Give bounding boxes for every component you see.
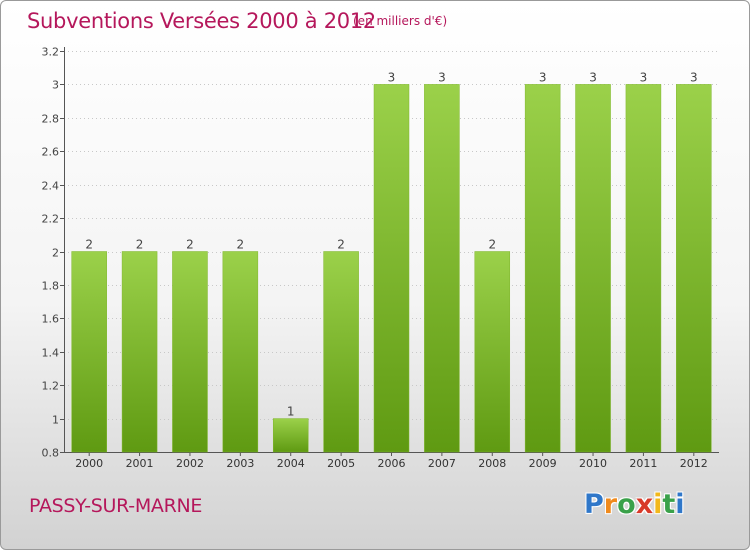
bar-value-label: 2 bbox=[337, 238, 345, 252]
bar bbox=[172, 251, 208, 453]
bar-value-label: 2 bbox=[136, 238, 144, 252]
y-tick-label: 1 bbox=[52, 414, 59, 427]
bar bbox=[222, 251, 259, 453]
logo-letter: r bbox=[603, 489, 618, 520]
bar-value-label: 1 bbox=[287, 405, 295, 419]
bar bbox=[71, 251, 107, 453]
bar bbox=[524, 84, 561, 453]
x-tick-label: 2007 bbox=[428, 457, 456, 470]
logo-letter: P bbox=[584, 489, 604, 520]
bar-value-label: 2 bbox=[186, 238, 194, 252]
y-tick-label: 1.6 bbox=[42, 313, 60, 326]
bar bbox=[575, 84, 611, 453]
bar bbox=[424, 84, 460, 453]
commune-name: PASSY-SUR-MARNE bbox=[29, 495, 203, 517]
y-tick-label: 3 bbox=[52, 79, 59, 92]
chart-title: Subventions Versées 2000 à 2012 bbox=[27, 9, 376, 33]
y-tick-label: 2.8 bbox=[42, 113, 60, 126]
x-tick-label: 2010 bbox=[579, 457, 607, 470]
logo-letter: i bbox=[653, 489, 663, 520]
bar-value-label: 2 bbox=[488, 238, 496, 252]
bar-value-label: 3 bbox=[539, 70, 547, 84]
bar-value-label: 3 bbox=[640, 70, 648, 84]
y-tick-label: 1.2 bbox=[42, 380, 60, 393]
bar bbox=[676, 84, 712, 453]
x-tick-label: 2011 bbox=[629, 457, 657, 470]
logo-letter: t bbox=[662, 489, 676, 520]
proxiti-logo: Proxiti bbox=[584, 489, 685, 520]
x-tick-label: 2012 bbox=[680, 457, 708, 470]
logo-letter: x bbox=[635, 489, 654, 520]
chart-subtitle: (en milliers d'€) bbox=[353, 14, 448, 28]
y-tick-label: 1.4 bbox=[42, 347, 60, 360]
x-tick-label: 2005 bbox=[327, 457, 355, 470]
bar-value-label: 3 bbox=[589, 70, 597, 84]
axes bbox=[60, 47, 719, 456]
bar-value-label: 2 bbox=[237, 238, 245, 252]
logo-letter: o bbox=[617, 489, 636, 520]
x-tick-label: 2009 bbox=[529, 457, 557, 470]
x-tick-label: 2008 bbox=[478, 457, 506, 470]
bar bbox=[272, 418, 309, 453]
y-tick-label: 0.8 bbox=[42, 447, 60, 460]
bar-value-label: 3 bbox=[438, 70, 446, 84]
y-tick-label: 2.2 bbox=[42, 213, 60, 226]
bar bbox=[625, 84, 662, 453]
y-tick-label: 2.4 bbox=[42, 180, 60, 193]
x-tick-label: 2002 bbox=[176, 457, 204, 470]
bars bbox=[71, 84, 712, 453]
labels: 0.8 1 1.2 1.4 1.6 1.8 2 2.2 2.4 2.6 2.8 3 3.2 2 2000 2 2… bbox=[42, 46, 708, 471]
bar-value-label: 3 bbox=[690, 70, 698, 84]
y-tick-label: 2 bbox=[52, 247, 59, 260]
y-tick-label: 1.8 bbox=[42, 280, 60, 293]
x-tick-label: 2004 bbox=[277, 457, 305, 470]
x-tick-label: 2001 bbox=[126, 457, 154, 470]
y-tick-label: 3.2 bbox=[42, 46, 60, 59]
logo-letter: i bbox=[675, 489, 685, 520]
bar bbox=[323, 251, 359, 453]
y-tick-label: 2.6 bbox=[42, 146, 60, 159]
bar bbox=[373, 84, 410, 453]
x-tick-label: 2006 bbox=[378, 457, 406, 470]
x-tick-label: 2003 bbox=[226, 457, 254, 470]
bar bbox=[121, 251, 158, 453]
bar-value-label: 3 bbox=[388, 70, 396, 84]
bar-value-label: 2 bbox=[85, 238, 93, 252]
bar bbox=[474, 251, 511, 453]
x-tick-label: 2000 bbox=[75, 457, 103, 470]
